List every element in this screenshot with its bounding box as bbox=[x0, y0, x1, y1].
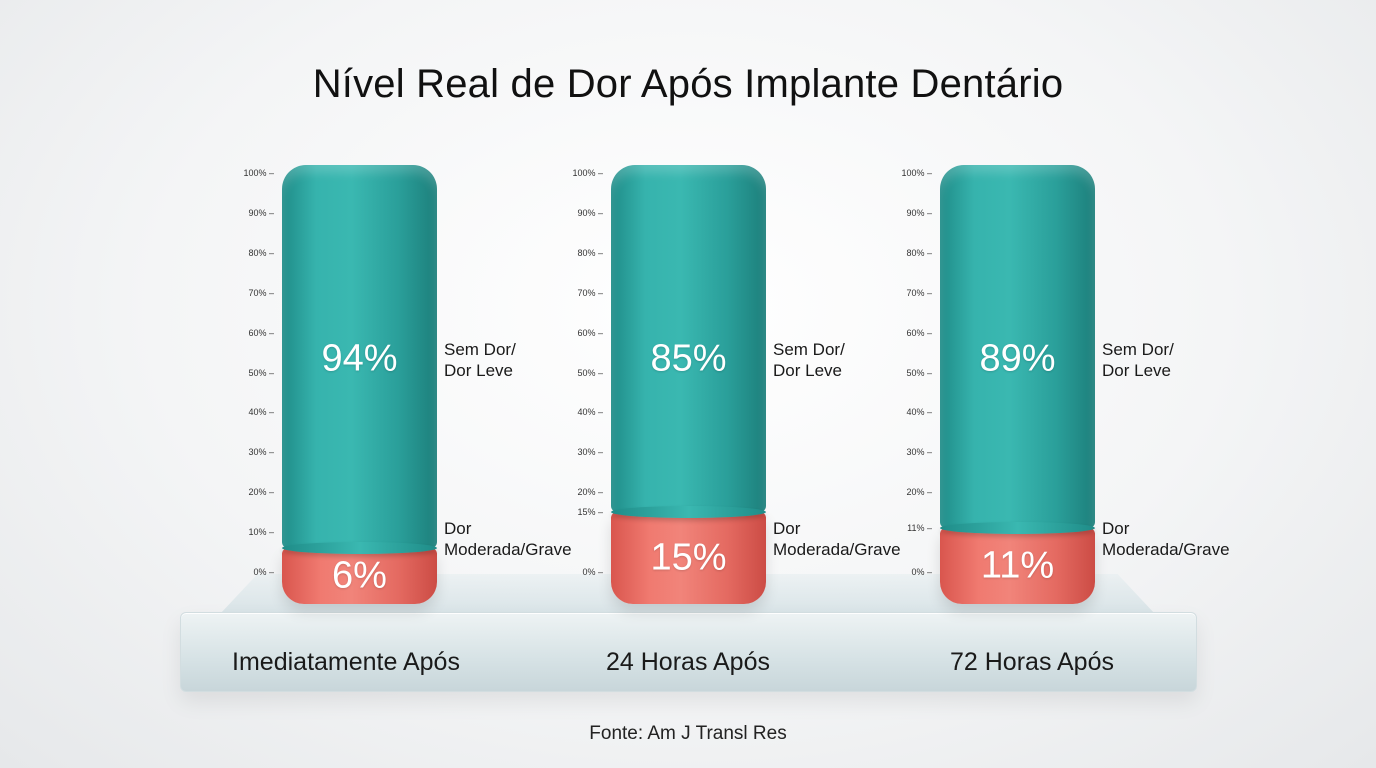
y-tick-label: 20% – bbox=[906, 487, 932, 498]
bar-moderate-severe bbox=[282, 548, 437, 604]
glass-platform bbox=[180, 612, 1197, 692]
bar-no-pain-mild bbox=[282, 165, 437, 555]
y-tick-label: 60% – bbox=[906, 327, 932, 338]
series-label-no-pain-mild: Sem Dor/Dor Leve bbox=[1102, 340, 1174, 380]
series-label-no-pain-mild: Sem Dor/Dor Leve bbox=[444, 340, 516, 380]
y-tick-label: 90% – bbox=[906, 207, 932, 218]
y-tick-label: 100% – bbox=[901, 168, 932, 178]
y-tick-label: 70% – bbox=[577, 287, 603, 298]
series-label-no-pain-mild: Sem Dor/Dor Leve bbox=[773, 340, 845, 380]
x-category-label: Imediatamente Após bbox=[232, 648, 460, 676]
y-tick-label: 20% – bbox=[577, 487, 603, 498]
series-label-moderate-severe: Dor Moderada/Grave bbox=[773, 519, 901, 559]
y-tick-label: 70% – bbox=[248, 287, 274, 298]
y-tick-label: 60% – bbox=[577, 327, 603, 338]
y-tick-label: 0% – bbox=[253, 567, 274, 577]
series-label-moderate-severe: Dor Moderada/Grave bbox=[444, 519, 572, 559]
y-tick-label: 50% – bbox=[577, 367, 603, 378]
y-tick-label: 100% – bbox=[243, 168, 274, 178]
series-label-moderate-severe: Dor Moderada/Grave bbox=[1102, 519, 1230, 559]
y-tick-label: 30% – bbox=[577, 447, 603, 458]
bar-moderate-severe bbox=[940, 528, 1095, 604]
y-tick-label: 60% – bbox=[248, 327, 274, 338]
y-tick-label: 90% – bbox=[248, 207, 274, 218]
bar-moderate-severe bbox=[611, 512, 766, 604]
data-label-no-pain-mild: 94% bbox=[321, 337, 398, 380]
y-tick-label: 90% – bbox=[577, 207, 603, 218]
y-tick-label: 80% – bbox=[906, 247, 932, 258]
y-tick-label: 15% – bbox=[577, 507, 603, 518]
y-tick-label: 80% – bbox=[248, 247, 274, 258]
data-label-no-pain-mild: 85% bbox=[650, 337, 727, 380]
y-axis: 100% – 90% – 80% – 70% – 60% – 50% – 40% – 30% … bbox=[892, 0, 932, 768]
y-tick-label: 20% – bbox=[248, 487, 274, 498]
source-note: Fonte: Am J Transl Res bbox=[589, 723, 787, 744]
y-tick-label: 10% – bbox=[248, 527, 274, 538]
y-tick-label: 30% – bbox=[248, 447, 274, 458]
x-category-label: 72 Horas Após bbox=[950, 648, 1114, 676]
y-tick-label: 0% – bbox=[911, 567, 932, 577]
y-tick-label: 0% – bbox=[582, 567, 603, 577]
y-tick-label: 50% – bbox=[248, 367, 274, 378]
y-tick-label: 80% – bbox=[577, 247, 603, 258]
y-tick-label: 40% – bbox=[577, 407, 603, 418]
bar-no-pain-mild bbox=[940, 165, 1095, 535]
y-axis: 100% – 90% – 80% – 70% – 60% – 50% – 40% – 30% … bbox=[234, 0, 274, 768]
data-label-moderate-severe: 15% bbox=[650, 536, 727, 579]
y-axis: 100% – 90% – 80% – 70% – 60% – 50% – 40% – 30% … bbox=[563, 0, 603, 768]
chart-title: Nível Real de Dor Após Implante Dentário bbox=[312, 62, 1064, 106]
bar-no-pain-mild bbox=[611, 165, 766, 519]
x-category-label: 24 Horas Após bbox=[606, 648, 770, 676]
y-tick-label: 40% – bbox=[248, 407, 274, 418]
data-label-moderate-severe: 11% bbox=[980, 544, 1055, 587]
y-tick-label: 100% – bbox=[572, 168, 603, 178]
data-label-moderate-severe: 6% bbox=[332, 554, 387, 597]
y-tick-label: 70% – bbox=[906, 287, 932, 298]
data-label-no-pain-mild: 89% bbox=[979, 337, 1056, 380]
y-tick-label: 11% – bbox=[907, 523, 932, 534]
y-tick-label: 40% – bbox=[906, 407, 932, 418]
y-tick-label: 50% – bbox=[906, 367, 932, 378]
y-tick-label: 30% – bbox=[906, 447, 932, 458]
